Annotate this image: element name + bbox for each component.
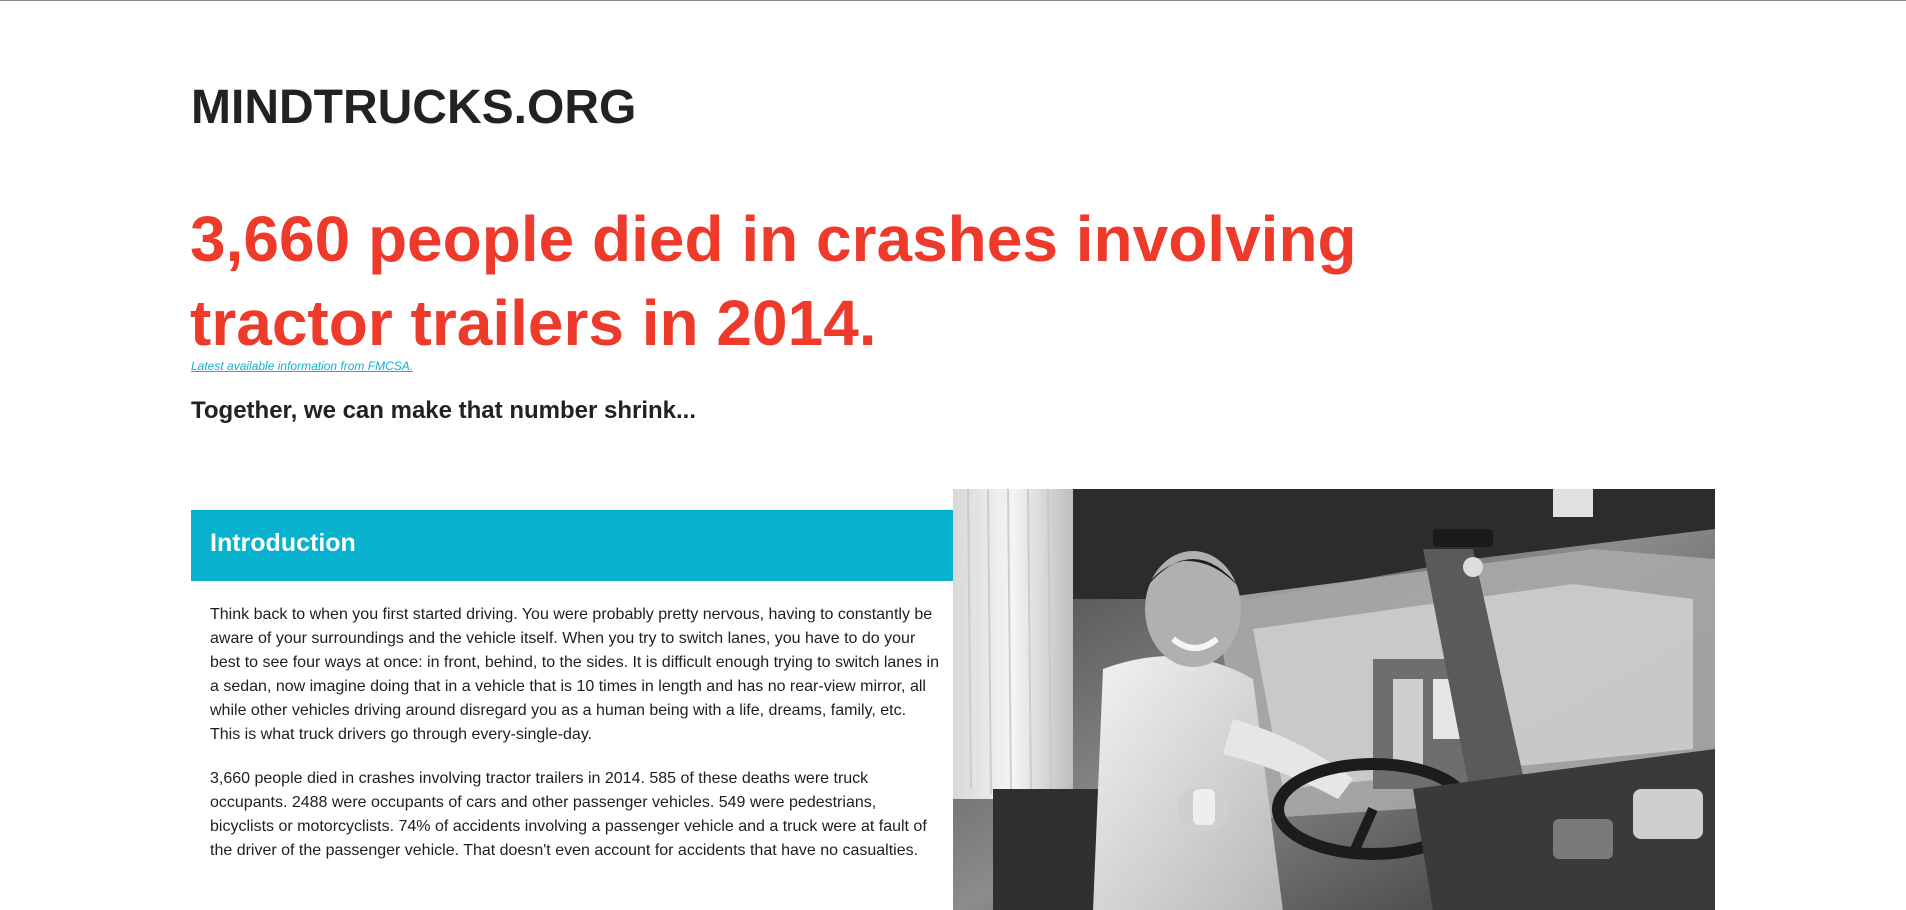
intro-paragraph: 3,660 people died in crashes involving t…: [210, 770, 927, 859]
fmcsa-source-link[interactable]: Latest available information from FMCSA.: [191, 359, 414, 373]
introduction-title: Introduction: [210, 529, 356, 557]
hero-tagline: Together, we can make that number shrink…: [191, 397, 697, 424]
truck-driver-photo: [953, 489, 1715, 910]
truck-driver-illustration: [953, 489, 1715, 910]
bottom-fade: [0, 870, 953, 910]
intro-paragraph: Think back to when you first started dri…: [210, 606, 939, 743]
introduction-banner: Introduction: [191, 510, 953, 581]
hero-headline: 3,660 people died in crashes involving t…: [190, 203, 1357, 359]
site-logo[interactable]: MINDTRUCKS.ORG: [191, 81, 637, 134]
introduction-body: Think back to when you first started dri…: [210, 603, 940, 883]
